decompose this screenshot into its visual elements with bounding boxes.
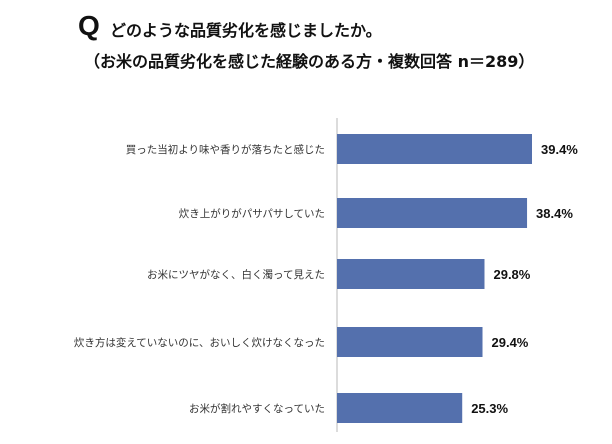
value-label: 29.4%	[492, 335, 529, 350]
bar	[337, 198, 528, 228]
subtitle: （お米の品質劣化を感じた経験のある方・複数回答 n＝289）	[84, 52, 535, 71]
q-mark: Q	[78, 10, 100, 41]
question-text: どのような品質劣化を感じましたか。	[110, 21, 382, 40]
category-label: お米にツヤがなく、白く濁って見えた	[147, 268, 325, 281]
value-label: 29.8%	[493, 267, 530, 282]
category-label: 炊き方は変えていないのに、おいしく炊けなくなった	[74, 336, 325, 349]
value-label: 38.4%	[536, 206, 573, 221]
category-label: 炊き上がりがパサパサしていた	[179, 207, 325, 220]
category-label: 買った当初より味や香りが落ちたと感じた	[126, 143, 325, 156]
bar	[337, 393, 463, 423]
bar	[337, 327, 483, 357]
bar	[337, 259, 485, 289]
value-label: 39.4%	[541, 142, 578, 157]
value-label: 25.3%	[471, 401, 508, 416]
category-label: お米が割れやすくなっていた	[189, 402, 325, 415]
bar	[337, 134, 532, 164]
